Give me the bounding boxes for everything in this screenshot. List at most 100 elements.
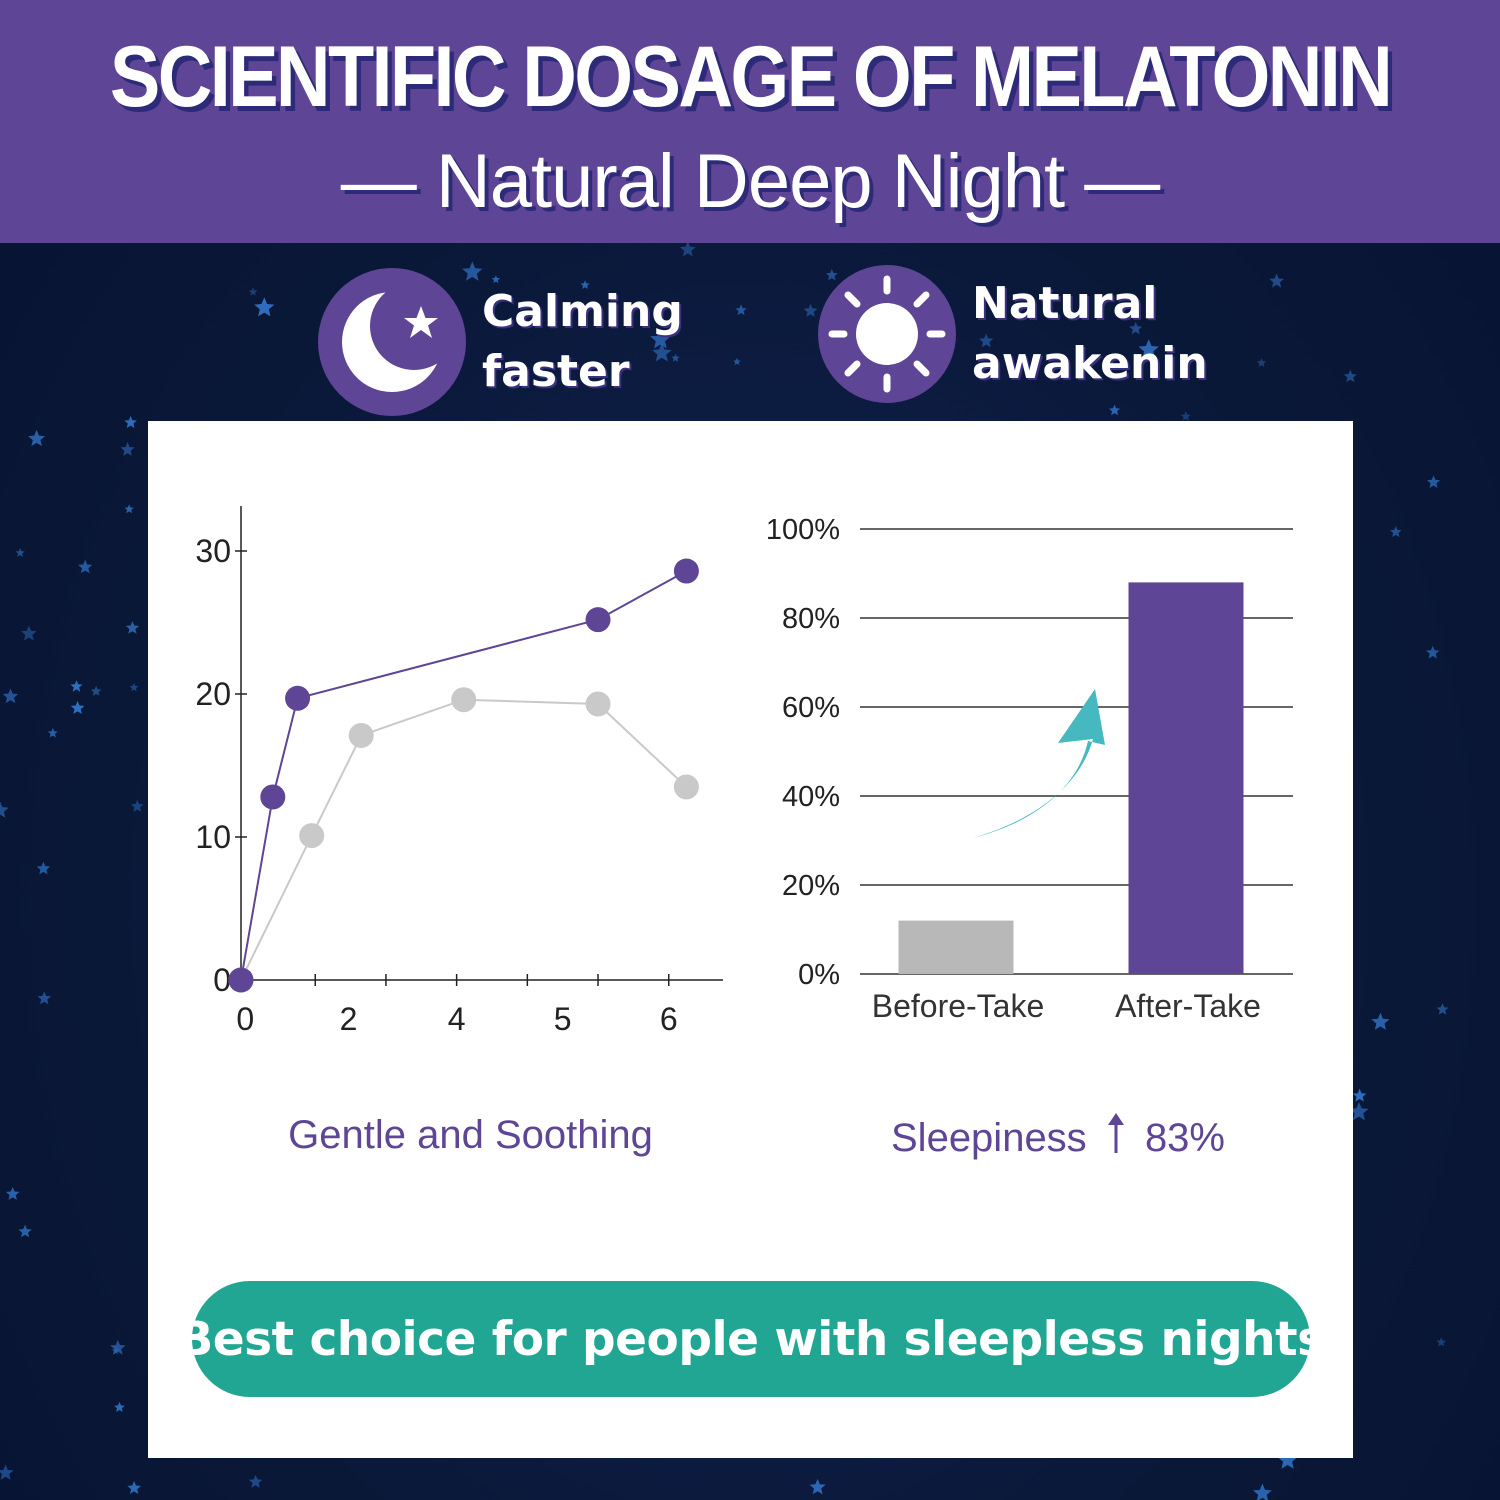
star-icon	[580, 280, 590, 289]
caption-value: 83%	[1144, 1116, 1225, 1160]
feature-label-awakening: Natural awakenin	[972, 274, 1208, 394]
bar-chart-caption: Sleepiness 83%	[878, 1113, 1238, 1161]
star-icon	[0, 1464, 14, 1480]
curved-arrow-icon	[973, 689, 1105, 838]
star-icon	[129, 683, 139, 692]
x-tick-label: 4	[448, 1001, 466, 1037]
star-icon	[735, 304, 747, 316]
line-chart: 0 10 20 30 0 2 4 5 6	[195, 506, 723, 1037]
star-icon	[111, 1346, 121, 1355]
star-icon	[803, 303, 818, 317]
moon-star-icon	[318, 268, 466, 416]
star-icon	[1256, 358, 1267, 367]
star-icon	[36, 861, 51, 875]
arrow-up-icon	[1107, 1113, 1124, 1153]
star-icon	[90, 685, 102, 696]
data-point	[673, 774, 699, 800]
x-tick-label: 2	[340, 1001, 358, 1037]
sun-icon	[818, 265, 956, 403]
y-tick-label: 100%	[766, 514, 840, 546]
star-icon	[1371, 1012, 1390, 1030]
y-tick-label: 60%	[782, 692, 840, 724]
star-icon	[47, 727, 58, 738]
feature-label-line: faster	[482, 346, 630, 397]
feature-calming: Calming faster	[318, 268, 712, 416]
star-icon	[809, 1478, 826, 1495]
y-tick-label: 20%	[782, 870, 840, 902]
star-icon	[652, 343, 672, 362]
star-icon	[671, 353, 680, 362]
data-point	[348, 722, 374, 748]
data-point	[673, 558, 699, 584]
star-icon	[1277, 1449, 1298, 1469]
star-icon	[1436, 1337, 1447, 1347]
bar-chart: 0% 20% 40% 60% 80% 100% Before-Take After-Take	[766, 514, 1293, 1024]
category-label: Before-Take	[872, 988, 1045, 1024]
data-point	[451, 687, 477, 713]
cta-banner: Best choice for people with sleepless ni…	[177, 1281, 1325, 1397]
star-icon	[130, 799, 144, 812]
data-point	[285, 685, 311, 711]
star-icon	[1253, 1483, 1272, 1500]
feature-label-calming: Calming faster	[482, 282, 712, 402]
chart-panel: 0 10 20 30 0 2 4 5 6 0% 20% 40% 60% 80% 100% Before-Ta…	[148, 421, 1353, 1458]
star-icon	[1269, 273, 1284, 288]
star-icon	[70, 680, 83, 692]
feature-label-line: awakenin	[972, 338, 1208, 389]
star-icon	[18, 1224, 32, 1238]
star-icon	[1426, 645, 1440, 659]
star-icon	[15, 548, 25, 557]
star-icon	[2, 688, 19, 704]
data-point	[299, 823, 325, 849]
star-icon	[1180, 411, 1191, 421]
category-label: After-Take	[1115, 988, 1261, 1024]
star-icon	[114, 1401, 125, 1412]
star-icon	[124, 504, 134, 514]
feature-awakening: Natural awakenin	[818, 265, 1208, 403]
line-chart-caption: Gentle and Soothing	[288, 1113, 653, 1157]
page-title: SCIENTIFIC DOSAGE OF MELATONIN	[109, 29, 1393, 125]
x-tick-label: 0	[236, 1001, 254, 1037]
data-point	[260, 784, 286, 810]
page-subtitle: — Natural Deep Night —	[340, 139, 1161, 224]
star-icon	[733, 357, 741, 366]
data-point	[585, 607, 611, 633]
y-tick-label: 40%	[782, 781, 840, 813]
star-icon	[462, 261, 483, 281]
caption-text: Sleepiness	[891, 1116, 1087, 1160]
star-icon	[248, 287, 258, 296]
data-point	[585, 691, 611, 717]
star-icon	[1436, 1003, 1449, 1015]
y-tick-label: 0	[213, 962, 231, 998]
star-icon	[125, 621, 140, 634]
header-banner: SCIENTIFIC DOSAGE OF MELATONIN — Natural…	[0, 0, 1500, 243]
star-icon	[1129, 321, 1143, 335]
y-tick-label: 80%	[782, 603, 840, 635]
feature-label-line: Calming	[482, 286, 683, 337]
star-icon	[1390, 526, 1402, 538]
star-icon	[1349, 1102, 1369, 1121]
series-line	[240, 570, 687, 981]
star-icon	[120, 442, 135, 456]
y-tick-label: 20	[195, 676, 231, 712]
star-icon	[679, 241, 696, 257]
star-icon	[70, 700, 85, 714]
star-icon	[1138, 339, 1159, 359]
star-icon	[1427, 475, 1441, 488]
star-icon	[0, 801, 9, 818]
bar	[898, 920, 1014, 974]
star-icon	[979, 333, 994, 348]
star-icon	[21, 625, 37, 641]
y-tick-label: 0%	[798, 959, 840, 991]
x-tick-label: 6	[660, 1001, 678, 1037]
star-icon	[254, 297, 275, 317]
star-icon	[248, 1474, 263, 1488]
data-point	[228, 967, 254, 993]
star-icon	[491, 275, 501, 284]
star-icon	[28, 429, 46, 447]
y-tick-label: 30	[195, 533, 231, 569]
star-icon	[650, 328, 671, 349]
star-icon	[825, 269, 838, 281]
